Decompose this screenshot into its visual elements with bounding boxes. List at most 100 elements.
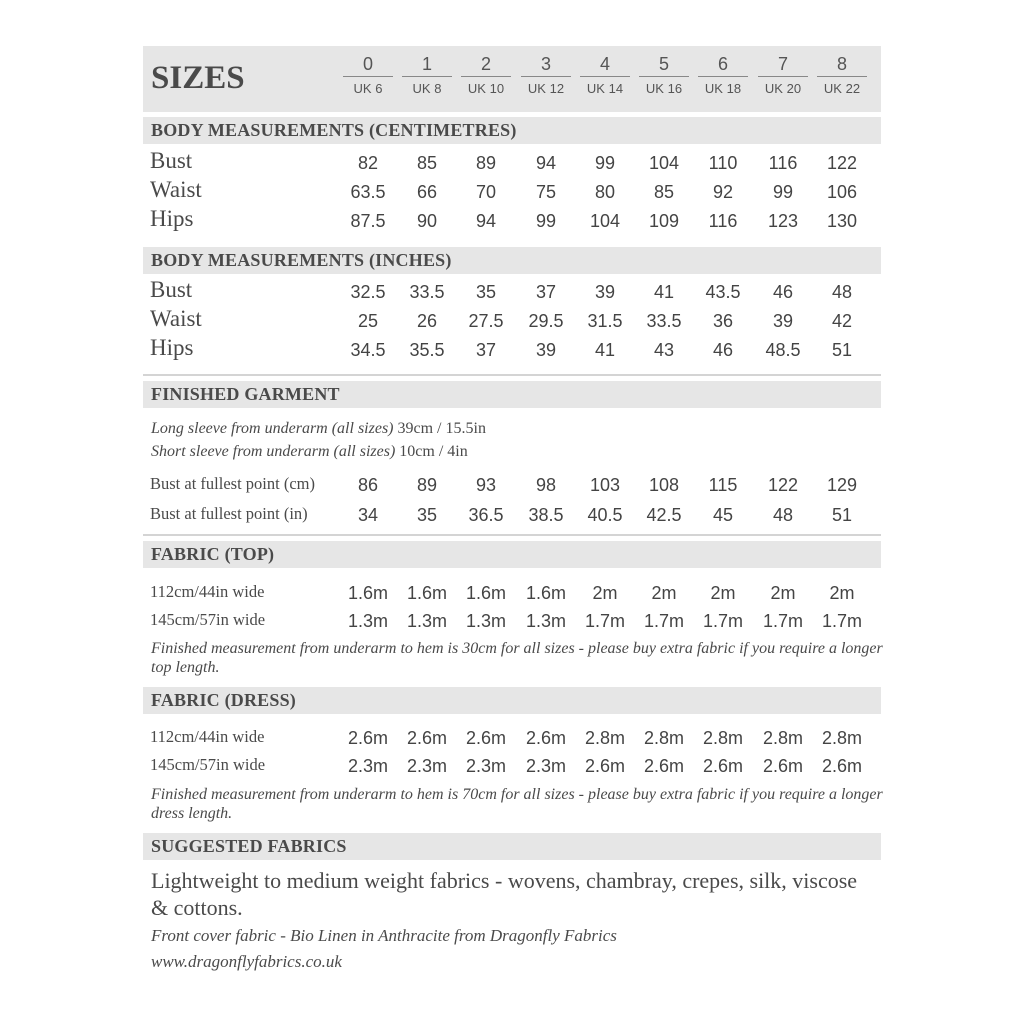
table-cell: 1.3m	[406, 611, 448, 631]
row-label: 112cm/44in wide	[150, 582, 265, 601]
size-number: 4	[580, 52, 630, 77]
size-number: 1	[402, 52, 452, 77]
divider	[143, 534, 881, 536]
table-cell: 43.5	[705, 282, 741, 302]
section-suggested: SUGGESTED FABRICS	[143, 833, 881, 860]
table-cell: 87.5	[350, 211, 386, 231]
table-row: Hips 34.5 35.5 37 39 41 43 46 48.5 51	[150, 335, 880, 365]
row-label: Hips	[150, 335, 194, 360]
table-cell: 99	[535, 211, 557, 231]
table-cell: 123	[767, 211, 799, 231]
table-cell: 38.5	[528, 505, 564, 525]
size-number: 6	[698, 52, 748, 77]
table-cell: 2.3m	[406, 756, 448, 776]
table-cell: 33.5	[409, 282, 445, 302]
note-value: 10cm / 4in	[399, 443, 468, 460]
uk-size: UK 20	[764, 81, 802, 96]
size-column: 2 UK 10	[461, 52, 511, 96]
table-cell: 1.7m	[702, 611, 744, 631]
table-row: 112cm/44in wide 2.6m 2.6m 2.6m 2.6m 2.8m 2.8m 2…	[150, 725, 880, 753]
size-column: 7 UK 20	[758, 52, 808, 96]
size-column: 4 UK 14	[580, 52, 630, 96]
website-link[interactable]: www.dragonflyfabrics.co.uk	[151, 952, 342, 971]
table-cell: 51	[831, 505, 853, 525]
table-cell: 116	[708, 211, 738, 231]
table-cell: 45	[712, 505, 734, 525]
table-cell: 41	[653, 282, 675, 302]
table-cell: 99	[772, 182, 794, 202]
table-cell: 1.7m	[821, 611, 863, 631]
table-cell: 1.7m	[643, 611, 685, 631]
size-number: 3	[521, 52, 571, 77]
table-cell: 37	[535, 282, 557, 302]
table-cell: 2.8m	[584, 728, 626, 748]
table-cell: 2.3m	[465, 756, 507, 776]
uk-size: UK 12	[527, 81, 565, 96]
table-cell: 42.5	[646, 505, 682, 525]
size-number: 7	[758, 52, 808, 77]
table-cell: 122	[826, 153, 858, 173]
table-cell: 39	[594, 282, 616, 302]
table-cell: 94	[475, 211, 497, 231]
table-cell: 48	[772, 505, 794, 525]
table-cell: 33.5	[646, 311, 682, 331]
table-cell: 2.8m	[643, 728, 685, 748]
table-cell: 104	[648, 153, 680, 173]
table-cell: 80	[594, 182, 616, 202]
sizes-header	[143, 46, 881, 112]
note-label: Long sleeve from underarm (all sizes)	[151, 420, 394, 437]
table-cell: 66	[416, 182, 438, 202]
table-cell: 2.6m	[584, 756, 626, 776]
row-label: Waist	[150, 306, 202, 331]
note-value: 39cm / 15.5in	[397, 420, 486, 437]
table-cell: 110	[708, 153, 738, 173]
table-cell: 25	[357, 311, 379, 331]
table-row: Bust at fullest point (in) 34 35 36.5 38.5 40…	[150, 502, 880, 530]
table-cell: 94	[535, 153, 557, 173]
table-cell: 2.3m	[347, 756, 389, 776]
table-cell: 42	[831, 311, 853, 331]
table-row: Hips 87.5 90 94 99 104 109 116 123 130	[150, 206, 880, 236]
table-cell: 2.6m	[762, 756, 804, 776]
section-fabric-top: FABRIC (TOP)	[143, 541, 881, 568]
table-cell: 32.5	[350, 282, 386, 302]
table-row: Bust 82 85 89 94 99 104 110 116 122	[150, 148, 880, 178]
row-label: Bust at fullest point (cm)	[150, 474, 315, 493]
divider	[143, 374, 881, 376]
table-cell: 26	[416, 311, 438, 331]
uk-size: UK 22	[823, 81, 861, 96]
size-number: 5	[639, 52, 689, 77]
table-cell: 2.8m	[702, 728, 744, 748]
table-cell: 1.3m	[347, 611, 389, 631]
table-cell: 2.6m	[643, 756, 685, 776]
sizes-title: SIZES	[151, 60, 245, 96]
row-label: Bust	[150, 277, 193, 302]
table-row: Waist 25 26 27.5 29.5 31.5 33.5 36 39 42	[150, 306, 880, 336]
table-cell: 1.3m	[525, 611, 567, 631]
table-cell: 1.6m	[406, 583, 448, 603]
table-cell: 51	[831, 340, 853, 360]
table-cell: 70	[475, 182, 497, 202]
table-cell: 31.5	[587, 311, 623, 331]
table-cell: 46	[772, 282, 794, 302]
uk-size: UK 14	[586, 81, 624, 96]
table-cell: 34.5	[350, 340, 386, 360]
size-column: 6 UK 18	[698, 52, 748, 96]
table-cell: 2m	[829, 583, 855, 603]
table-cell: 48	[831, 282, 853, 302]
table-row: Waist 63.5 66 70 75 80 85 92 99 106	[150, 177, 880, 207]
table-cell: 99	[594, 153, 616, 173]
table-cell: 116	[768, 153, 798, 173]
suggested-text: Lightweight to medium weight fabrics - w…	[151, 868, 858, 920]
table-cell: 2.6m	[465, 728, 507, 748]
table-cell: 2m	[770, 583, 796, 603]
table-cell: 34	[357, 505, 379, 525]
table-cell: 35	[416, 505, 438, 525]
table-cell: 2m	[592, 583, 618, 603]
table-cell: 103	[589, 475, 621, 495]
table-cell: 122	[767, 475, 799, 495]
table-cell: 41	[594, 340, 616, 360]
table-row: Bust 32.5 33.5 35 37 39 41 43.5 46 48	[150, 277, 880, 307]
cover-fabric-note: Front cover fabric - Bio Linen in Anthra…	[151, 926, 617, 945]
row-label: 145cm/57in wide	[150, 755, 266, 774]
